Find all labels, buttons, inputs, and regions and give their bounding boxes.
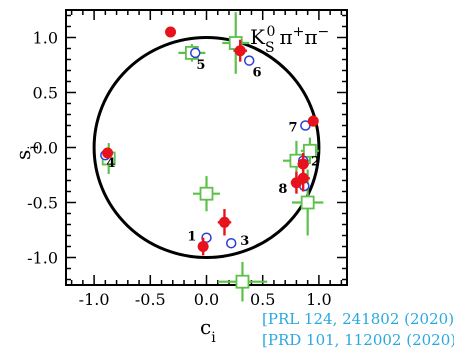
open-circle-point (300, 120, 311, 131)
marker (197, 241, 209, 252)
filled-circle-point (165, 26, 177, 38)
marker (300, 120, 311, 131)
x-tick-label: 0.0 (194, 290, 219, 309)
marker (307, 115, 319, 127)
marker (199, 186, 214, 201)
circle-curve (92, 36, 321, 259)
marker (102, 147, 114, 159)
open-circle-point (190, 47, 201, 59)
marker (190, 47, 201, 59)
marker (300, 195, 315, 210)
marker (225, 237, 237, 249)
marker (165, 26, 177, 38)
axis-ticks: -1.0 -0.5 0.0 0.5 1.0 1.0 0.5 0.0 -0.5 -1.0 (27, 10, 347, 309)
point-label: 2 (311, 155, 320, 170)
marker (235, 274, 250, 289)
filled-circle-point (217, 209, 232, 236)
point-label: 3 (240, 234, 249, 249)
y-tick-label: -0.5 (27, 194, 58, 213)
y-tick-label: 1.0 (33, 29, 58, 48)
data-points (100, 12, 324, 302)
reference-1: [PRL 124, 241802 (2020)] (262, 310, 454, 328)
open-square-point (222, 12, 250, 74)
filled-circle-point (233, 39, 247, 62)
filled-circle-point (290, 171, 303, 194)
filled-circle-point (197, 237, 209, 256)
open-circle-point (243, 55, 255, 66)
marker (234, 45, 246, 57)
x-tick-label: -1.0 (79, 290, 110, 309)
point-label: 5 (196, 58, 205, 73)
open-square-point (193, 176, 220, 212)
chart-title: KS0 π+π− (250, 24, 329, 56)
point-label: 8 (278, 182, 287, 197)
marker (243, 55, 255, 66)
x-tick-label: 0.5 (250, 290, 275, 309)
open-square-point (217, 261, 268, 302)
marker (218, 216, 230, 228)
open-circle-point (225, 237, 237, 249)
unit-circle (92, 36, 321, 259)
y-tick-label: -1.0 (27, 249, 58, 268)
reference-2: [PRD 101, 112002 (2020)] (262, 331, 454, 349)
point-label: 6 (253, 66, 262, 81)
marker (290, 177, 302, 189)
x-tick-label: 1.0 (306, 290, 331, 309)
x-tick-label: -0.5 (135, 290, 166, 309)
marker (303, 143, 317, 158)
point-label: 1 (187, 230, 196, 245)
y-axis-label: si (11, 145, 42, 160)
filled-circle-point (102, 147, 114, 159)
point-label: 7 (289, 121, 298, 136)
y-tick-label: 0.5 (33, 84, 58, 103)
y-tick-label: 0.0 (33, 139, 58, 158)
filled-circle-point (307, 115, 319, 127)
point-labels: 1 2 3 4 5 6 7 8 (106, 58, 320, 249)
x-axis-label: ci (200, 315, 216, 346)
point-label: 4 (106, 156, 115, 171)
